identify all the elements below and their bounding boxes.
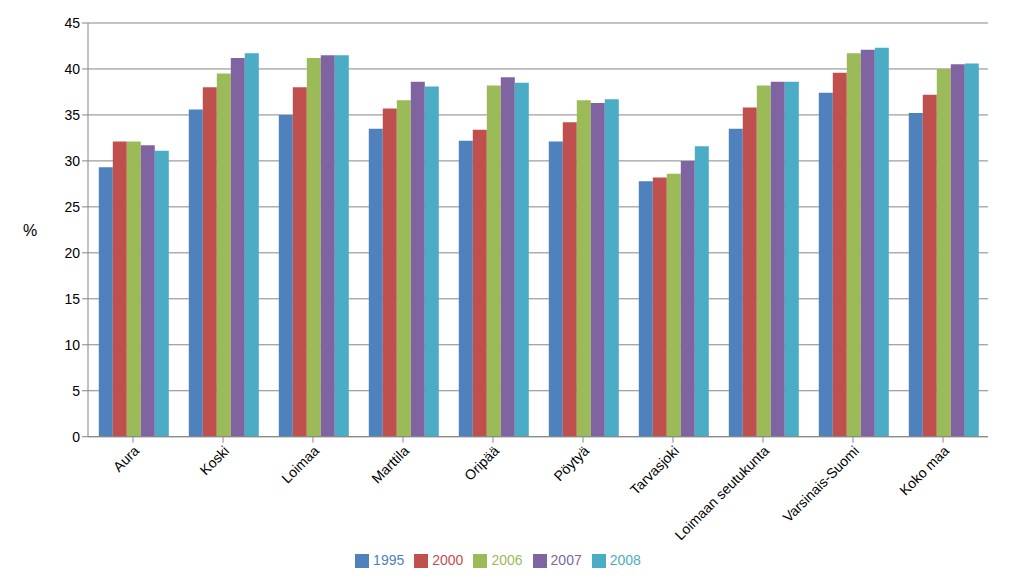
svg-text:%: % (23, 222, 37, 239)
svg-text:Oripää: Oripää (461, 442, 502, 483)
svg-text:Pöytyä: Pöytyä (551, 442, 593, 484)
svg-text:Koko maa: Koko maa (896, 442, 952, 498)
svg-text:25: 25 (64, 199, 80, 215)
svg-text:Loimaa: Loimaa (278, 442, 322, 486)
svg-text:20: 20 (64, 245, 80, 261)
svg-text:10: 10 (64, 337, 80, 353)
svg-text:0: 0 (72, 429, 80, 445)
html-text:1995: 1995 (373, 551, 405, 568)
html-text:2008: 2008 (609, 551, 641, 568)
html-text:2007: 2007 (550, 551, 582, 568)
svg-text:Marttila: Marttila (368, 442, 412, 486)
svg-text:Varsinais-Suomi: Varsinais-Suomi (779, 443, 862, 526)
svg-text:30: 30 (64, 153, 80, 169)
svg-text:Tarvasjoki: Tarvasjoki (627, 443, 682, 498)
svg-text:15: 15 (64, 291, 80, 307)
svg-text:Aura: Aura (110, 442, 142, 474)
svg-text:40: 40 (64, 61, 80, 77)
svg-text:Loimaan seutukunta: Loimaan seutukunta (672, 442, 773, 543)
html-text:2000: 2000 (432, 551, 464, 568)
svg-text:Koski: Koski (197, 443, 233, 479)
html-text:2006: 2006 (491, 551, 523, 568)
svg-text:5: 5 (72, 383, 80, 399)
svg-text:45: 45 (64, 15, 80, 31)
svg-text:35: 35 (64, 107, 80, 123)
